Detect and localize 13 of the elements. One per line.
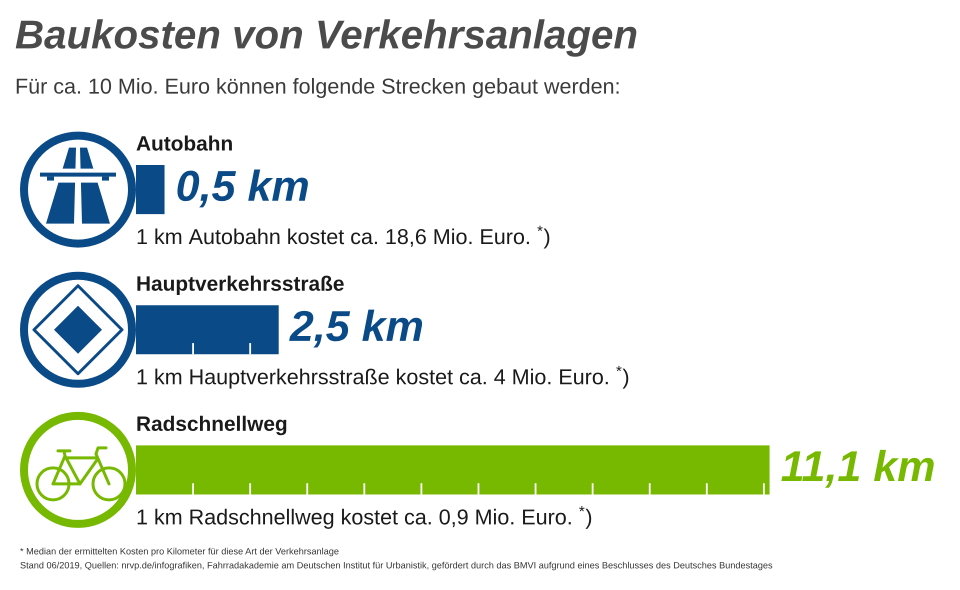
y-tick-label: Radschnellweg	[137, 416, 286, 436]
data-label: 11,1 km	[781, 450, 934, 488]
annotation: 1 km Autobahn kostet ca. 18,6 Mio. Euro. $^{*}$)	[138, 226, 550, 249]
chart-subtitle: Für ca. 10 Mio. Euro können folgende Strecken gebaut werden:	[16, 78, 619, 98]
text: Stand 06/2019, Quellen: nrvp.de/infografiken, Fahrradakademie am Deutschen Institut für Urbanistik, gefördert durch das BMVI aufgrund eines Beschlusses des Deutsches Bundestages	[20, 562, 772, 570]
y-tick-label: Autobahn	[136, 135, 232, 151]
data-label: 0,5 km	[177, 170, 308, 208]
text: * Median der ermittelten Kosten pro Kilometer für diese Art der Verkehrsanlage	[20, 548, 339, 556]
chart-title: Baukosten von Verkehrsanlagen	[16, 19, 636, 57]
text: 1 km Radschnellweg kostet ca. 0,9 Mio. Euro. $^{*}$)	[138, 506, 592, 529]
y-tick-label: Hauptverkehrsstraße	[137, 276, 344, 296]
annotation: 1 km Hauptverkehrsstraße kostet ca. 4 Mio. Euro. $^{*}$)	[138, 366, 628, 389]
data-label: 2,5 km	[289, 310, 422, 348]
